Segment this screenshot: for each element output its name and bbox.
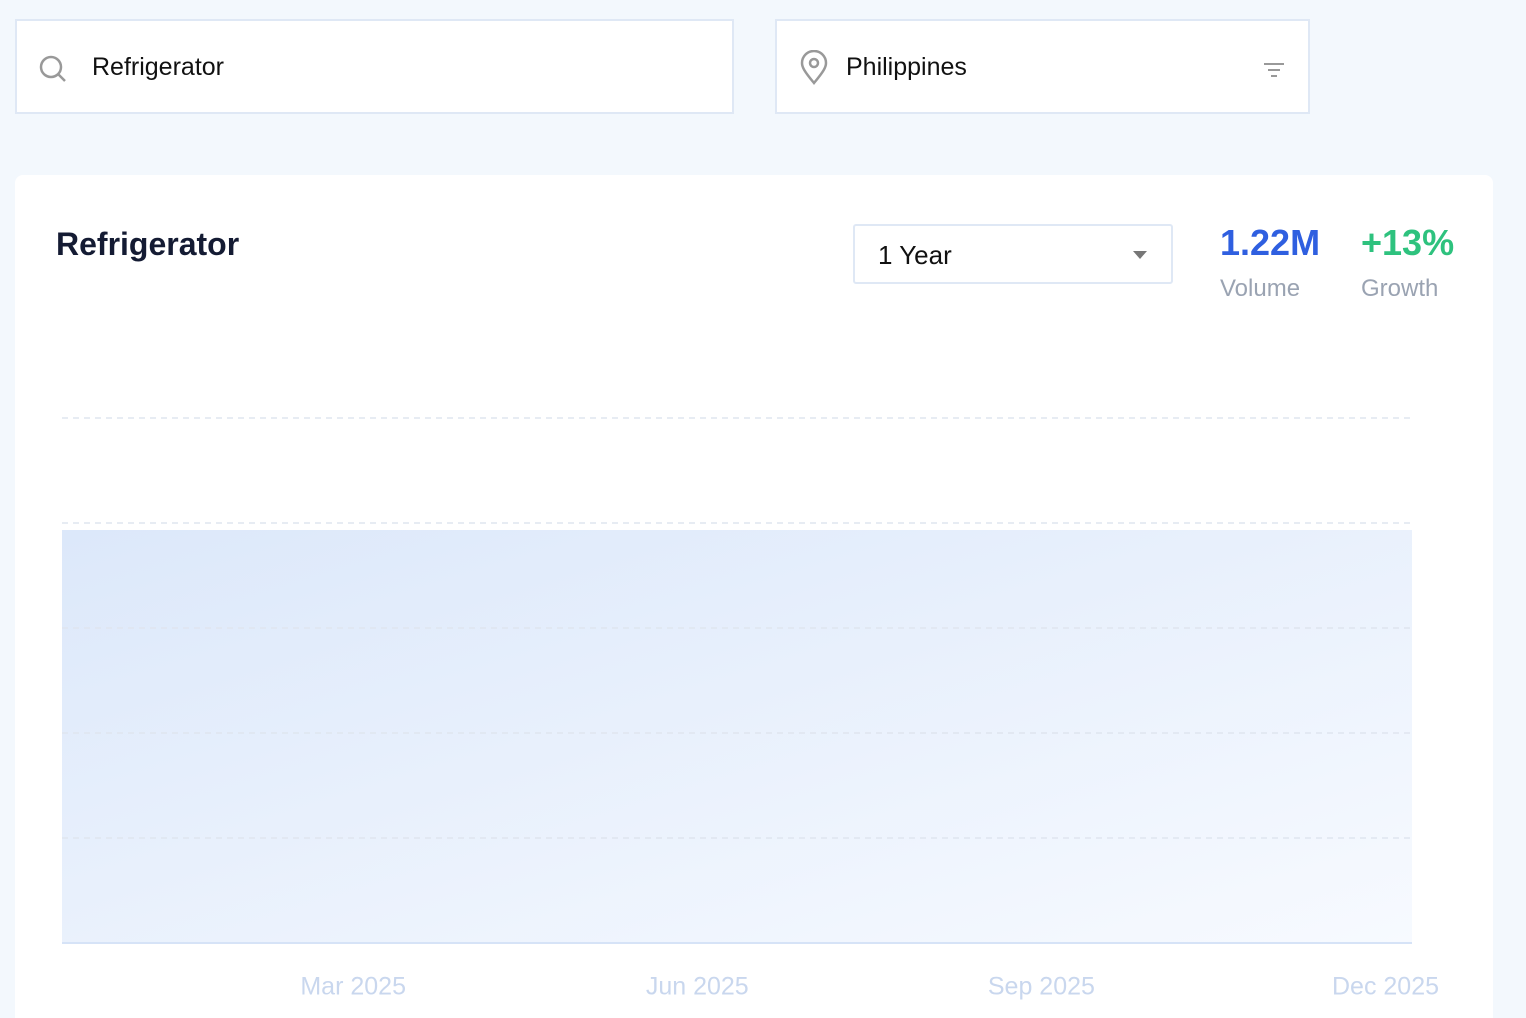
location: Philippines — [846, 53, 967, 81]
location-icon — [800, 50, 828, 85]
chart-title: Refrigerator — [56, 226, 240, 262]
area-fill — [62, 530, 1412, 943]
period: 1 Year — [878, 240, 952, 270]
growth-label: Growth — [1361, 275, 1439, 302]
filter-icon[interactable] — [1263, 61, 1287, 81]
period-select[interactable]: 1 Year — [853, 224, 1173, 284]
volume-label: Volume — [1220, 275, 1301, 302]
growth-value: +13% — [1361, 222, 1455, 263]
x-tick-label: Mar 2025 — [300, 973, 406, 1001]
x-tick-label: Dec 2025 — [1332, 973, 1439, 1001]
volume-value: 1.22M — [1220, 222, 1321, 263]
dropdown-arrow — [1133, 251, 1147, 259]
x-tick-label: Jun 2025 — [646, 973, 749, 1001]
search-icon — [39, 55, 66, 82]
search-box[interactable]: Refrigerator — [15, 19, 734, 114]
location-box[interactable]: Philippines — [775, 19, 1310, 114]
search-query: Refrigerator — [92, 53, 224, 81]
x-tick-label: Sep 2025 — [988, 973, 1095, 1001]
